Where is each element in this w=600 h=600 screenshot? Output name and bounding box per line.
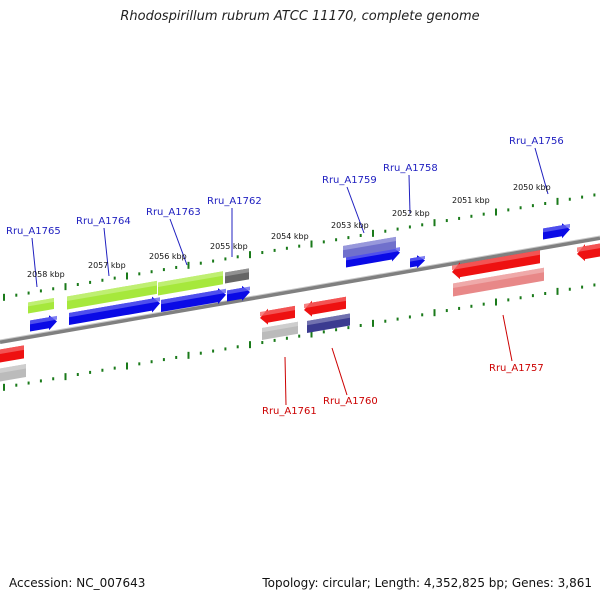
gene-label[interactable]: Rru_A1761	[262, 406, 317, 417]
gene-feature[interactable]	[30, 315, 57, 332]
gene-feature[interactable]	[262, 321, 298, 340]
gene-feature[interactable]	[0, 363, 26, 382]
gene-feature[interactable]	[225, 268, 249, 284]
scale-label: 2058 kbp	[27, 270, 65, 279]
gene-feature[interactable]	[0, 345, 24, 363]
scale-label: 2054 kbp	[271, 232, 309, 241]
label-connector	[31, 237, 38, 288]
scale-label: 2051 kbp	[452, 196, 490, 205]
label-connector	[331, 347, 348, 396]
label-connector	[534, 147, 549, 195]
gene-label[interactable]: Rru_A1757	[489, 363, 544, 374]
scale-label: 2053 kbp	[331, 221, 369, 230]
upper-scale-ticks	[3, 193, 596, 301]
label-connector	[103, 227, 110, 277]
scale-label: 2055 kbp	[210, 242, 248, 251]
gene-feature[interactable]	[307, 313, 350, 333]
label-connectors	[31, 147, 549, 406]
label-connector	[408, 174, 411, 214]
gene-label[interactable]: Rru_A1764	[76, 216, 131, 227]
accession-text: Accession: NC_007643	[9, 576, 146, 590]
gene-feature[interactable]	[304, 296, 346, 317]
label-connector	[502, 314, 513, 362]
genome-summary-text: Topology: circular; Length: 4,352,825 bp…	[262, 576, 592, 590]
gene-feature[interactable]	[28, 297, 54, 314]
scale-label: 2057 kbp	[88, 261, 126, 270]
gene-label[interactable]: Rru_A1760	[323, 396, 378, 407]
lower-scale-ticks	[3, 283, 596, 391]
scale-label: 2052 kbp	[392, 209, 430, 218]
scale-label: 2056 kbp	[149, 252, 187, 261]
gene-label[interactable]: Rru_A1756	[509, 136, 564, 147]
map-title: Rhodospirillum rubrum ATCC 11170, comple…	[120, 9, 480, 24]
gene-label[interactable]: Rru_A1765	[6, 226, 61, 237]
label-connector	[169, 218, 188, 266]
gene-label[interactable]: Rru_A1762	[207, 196, 262, 207]
genome-backbone	[0, 236, 600, 344]
scale-labels: 2050 kbp 2051 kbp 2052 kbp 2053 kbp 2054 kbp…	[27, 183, 551, 279]
gene-label[interactable]: Rru_A1763	[146, 207, 201, 218]
gene-feature[interactable]	[260, 305, 295, 325]
label-connector	[346, 186, 365, 234]
gene-label[interactable]: Rru_A1759	[322, 175, 377, 186]
gene-labels: Rru_A1756 Rru_A1757 Rru_A1758 Rru_A1759 Rru_…	[6, 136, 564, 417]
gene-label[interactable]: Rru_A1758	[383, 163, 438, 174]
scale-label: 2050 kbp	[513, 183, 551, 192]
label-connector	[284, 356, 287, 406]
gene-feature[interactable]	[577, 243, 600, 262]
gene-feature[interactable]	[543, 223, 570, 240]
